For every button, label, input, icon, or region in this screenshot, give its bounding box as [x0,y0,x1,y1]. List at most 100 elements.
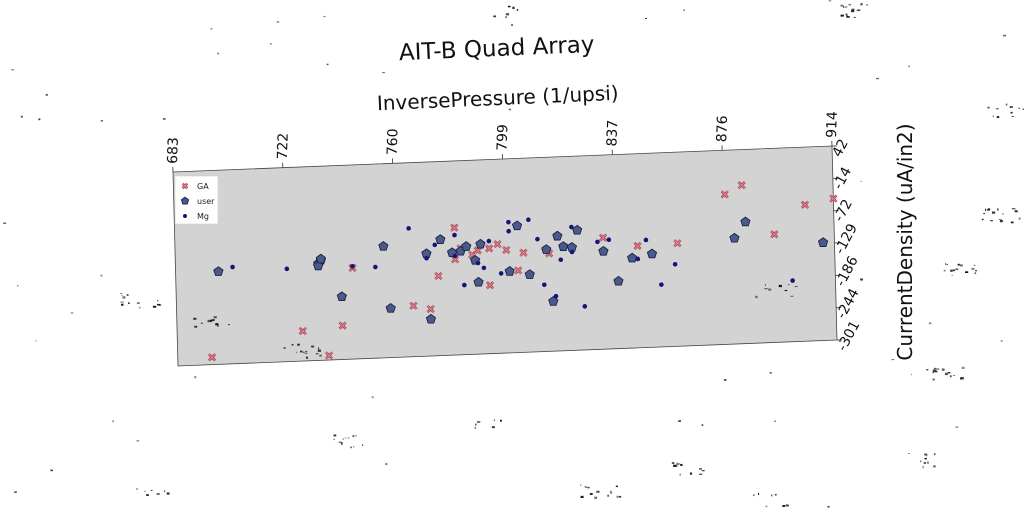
data-point [569,224,574,230]
data-point [737,181,746,190]
chart-title: AIT-B Quad Array [398,32,595,67]
data-point [426,304,435,314]
data-point [790,278,795,283]
data-point [599,233,608,242]
data-point [526,217,531,222]
data-point [817,237,829,247]
data-point [613,275,624,286]
data-point [498,271,504,276]
data-point [511,220,523,231]
data-point [627,252,638,263]
data-point [336,291,347,302]
data-point [230,264,235,270]
data-point [434,271,443,280]
data-marks [207,181,838,362]
data-point [475,238,486,249]
data-point [475,260,481,266]
data-point [740,216,751,227]
x-tick-label: 837 [604,120,621,147]
data-point [595,239,600,245]
data-point [425,313,437,324]
data-point [535,236,540,242]
data-point [284,266,290,272]
data-point [473,276,484,287]
data-point [552,230,563,241]
data-point [207,353,217,362]
data-point [432,242,438,248]
data-point [338,321,347,330]
data-point [673,239,682,248]
series-user [213,216,829,324]
data-point [633,241,642,251]
legend-label-ga: GA [197,182,209,191]
x-tick-label: 760 [385,128,402,155]
legend-label-mg: Mg [197,212,209,221]
data-point [409,301,418,310]
data-point [435,234,446,244]
data-point [541,244,552,254]
data-point [606,237,612,243]
data-point [770,230,779,239]
data-point [506,219,511,225]
legend-marker-ga [181,182,189,190]
x-axis-label: InversePressure (1/upsi) [376,81,619,116]
data-point [461,241,472,251]
x-tick-label: 799 [495,124,512,151]
data-point [558,241,569,251]
data-point [506,228,511,234]
data-point [524,269,535,279]
data-point [514,266,523,275]
data-point [406,226,411,231]
data-point [502,245,511,255]
data-point [800,200,810,209]
data-point [486,238,492,244]
legend: GA user Mg [174,175,219,225]
data-point [672,261,678,267]
data-point [213,266,224,276]
y-tick-label: 42 [829,137,851,160]
data-point [452,253,458,259]
data-point [729,232,740,243]
data-point [485,244,494,253]
data-point [548,296,559,306]
legend-marker-mg [183,214,187,218]
data-point [373,264,378,270]
y-tick-label: -14 [830,164,855,192]
data-point [659,282,664,287]
data-point [635,256,641,262]
data-point [325,351,334,360]
legend-label-user: user [197,197,215,206]
data-point [481,265,487,271]
data-point [553,293,559,299]
data-point [598,245,609,256]
y-tick-label: -301 [834,318,863,354]
data-point [485,281,495,290]
data-point [450,223,459,232]
data-point [350,263,355,269]
data-point [451,255,460,264]
y-tick-label: -186 [833,254,862,290]
x-tick-label: 876 [714,115,731,142]
data-point [582,304,588,309]
x-tick-label: 683 [165,137,182,164]
data-point [298,327,307,336]
y-tick-label: -244 [834,286,863,322]
data-point [452,232,457,238]
data-point [569,249,575,255]
data-point [424,255,429,261]
data-point [829,194,838,203]
y-axis-label: CurrentDensity (uA/in2) [893,123,917,360]
data-point [541,282,547,288]
plot-area [172,145,838,367]
data-point [519,248,528,257]
data-point [493,240,502,249]
data-point [385,303,396,313]
data-point [378,241,389,251]
x-tick-label: 722 [275,133,292,160]
series-ga [207,181,838,362]
data-point [558,257,564,263]
y-tick-label: -129 [832,221,861,257]
data-point [646,248,658,259]
data-point [504,266,515,276]
